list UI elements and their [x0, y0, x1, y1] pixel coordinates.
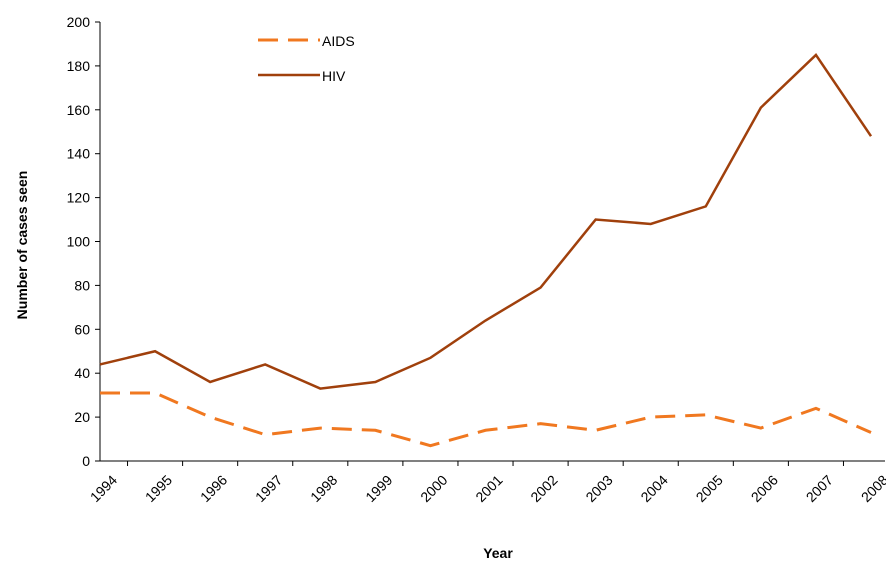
x-tick-label: 2004	[637, 472, 670, 505]
y-tick-label: 120	[67, 190, 91, 206]
x-tick-label: 2008	[858, 472, 886, 505]
y-tick-label: 160	[67, 102, 91, 118]
y-tick-label: 40	[74, 365, 90, 381]
y-tick-label: 140	[67, 146, 91, 162]
x-tick-label: 2006	[748, 472, 781, 505]
x-tick-label: 1996	[197, 472, 230, 505]
x-tick-label: 2003	[582, 472, 615, 505]
x-tick-label: 1997	[252, 472, 285, 505]
x-tick-label: 2001	[472, 472, 505, 505]
y-tick-label: 200	[67, 14, 91, 30]
y-tick-label: 20	[74, 409, 90, 425]
x-tick-label: 1995	[142, 472, 175, 505]
x-tick-label: 2007	[803, 472, 836, 505]
x-tick-label: 1999	[362, 472, 395, 505]
y-tick-label: 60	[74, 321, 90, 337]
x-tick-label: 2002	[527, 472, 560, 505]
y-tick-label: 0	[82, 453, 90, 469]
y-axis-label: Number of cases seen	[14, 171, 30, 320]
series-line	[99, 52, 873, 390]
x-tick-label: 2005	[693, 472, 726, 505]
legend-label: HIV	[322, 68, 346, 84]
legend-label: AIDS	[322, 33, 355, 49]
y-tick-label: 100	[67, 234, 91, 250]
x-axis-label: Year	[483, 545, 513, 561]
x-tick-label: 1994	[87, 472, 120, 505]
x-tick-label: 1998	[307, 472, 340, 505]
series-line	[100, 391, 872, 448]
y-tick-label: 180	[67, 58, 91, 74]
y-tick-label: 80	[74, 277, 90, 293]
x-tick-label: 2000	[417, 472, 450, 505]
